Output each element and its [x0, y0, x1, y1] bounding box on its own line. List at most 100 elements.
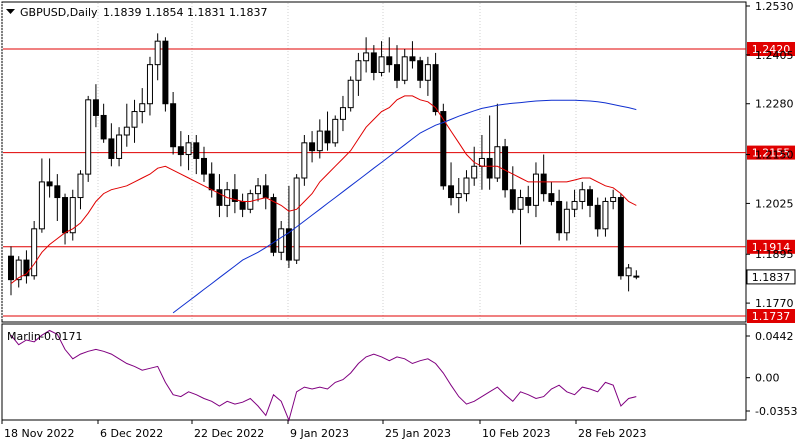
- candle-body: [409, 56, 416, 62]
- candle-body: [347, 79, 354, 109]
- candle-body: [38, 181, 45, 230]
- candle-body: [31, 228, 38, 277]
- symbol-label: GBPUSD,Daily: [20, 6, 98, 19]
- candle-body: [540, 173, 547, 195]
- candle-body: [208, 173, 215, 191]
- candle-body: [316, 130, 323, 152]
- candle-body: [239, 200, 246, 210]
- candle-body: [378, 56, 385, 73]
- candle-body: [386, 56, 393, 66]
- oscillator-tick-label: 0.00: [755, 372, 780, 385]
- candle-body: [486, 157, 493, 179]
- level-price-label: 1.2420: [752, 43, 791, 56]
- candle-body: [610, 197, 617, 202]
- candle-body: [432, 64, 439, 113]
- candle-body: [594, 204, 601, 230]
- candle-body: [332, 118, 339, 144]
- candle-body: [355, 60, 362, 81]
- candle-body: [162, 40, 169, 105]
- time-tick-label: 22 Dec 2022: [194, 427, 264, 440]
- candle-body: [293, 177, 300, 261]
- fast-moving-average-line: [10, 95, 637, 284]
- candle-body: [532, 173, 539, 206]
- level-price-label: 1.1737: [752, 310, 791, 323]
- candle-body: [502, 146, 509, 191]
- oscillator-tick-label: 0.0442: [755, 330, 794, 343]
- ohlc-values: 1.1839 1.1854 1.1831 1.1837: [103, 6, 267, 19]
- candle-body: [548, 193, 555, 202]
- candle-body: [509, 189, 516, 210]
- candle-body: [424, 64, 431, 81]
- time-tick-label: 28 Feb 2023: [578, 427, 646, 440]
- candle-body: [324, 130, 331, 144]
- current-price-label: 1.1837: [752, 271, 791, 284]
- level-price-label: 1.2155: [752, 147, 791, 160]
- candle-body: [556, 200, 563, 234]
- indicator-name: Marlin: [7, 330, 41, 343]
- indicator-pane[interactable]: [1, 323, 747, 421]
- candle-body: [100, 114, 107, 140]
- candle-body: [494, 146, 501, 179]
- level-price-tag: [747, 42, 795, 57]
- candle-body: [46, 181, 53, 187]
- price-tick-label: 1.2025: [755, 197, 794, 210]
- candle-body: [185, 142, 192, 156]
- candle-body: [363, 52, 370, 62]
- candle-body: [448, 185, 455, 199]
- time-axis: 18 Nov 2022 6 Dec 2022 22 Dec 2022 9 Jan 20…: [1, 420, 646, 440]
- candle-body: [417, 60, 424, 81]
- candle-body: [62, 197, 69, 234]
- candle-body: [123, 126, 130, 136]
- candle-body: [8, 255, 14, 281]
- candle-body: [77, 173, 84, 199]
- candle-body: [370, 52, 377, 73]
- candle-body: [177, 146, 184, 156]
- level-price-label: 1.1914: [752, 241, 791, 254]
- candle-body: [139, 103, 146, 113]
- candle-body: [23, 259, 30, 277]
- candle-body: [146, 64, 153, 105]
- candle-body: [231, 189, 238, 202]
- level-price-tag: [747, 309, 795, 323]
- candle-body: [92, 99, 99, 116]
- candle-body: [270, 197, 277, 253]
- price-tick-label: 1.2150: [755, 149, 794, 162]
- candle-body: [401, 56, 408, 81]
- time-tick-label: 25 Jan 2023: [385, 427, 451, 440]
- candle-body: [15, 259, 22, 281]
- candle-body: [471, 165, 478, 179]
- time-tick-label: 10 Feb 2023: [482, 427, 550, 440]
- candle-body: [440, 111, 447, 187]
- level-price-tag: [747, 239, 795, 254]
- candle-body: [278, 228, 285, 253]
- horizontal-levels[interactable]: 1.2420 1.2155 1.1914 1.1737: [3, 42, 795, 323]
- price-tick-label: 1.1770: [755, 297, 794, 310]
- candle-body: [255, 185, 262, 195]
- candle-body: [201, 157, 207, 175]
- candle-body: [309, 142, 316, 152]
- level-price-tag: [747, 145, 795, 160]
- oscillator-line: [10, 329, 637, 422]
- slow-moving-average-line: [172, 99, 637, 314]
- time-tick-label: 18 Nov 2022: [4, 427, 74, 440]
- candle-body: [54, 185, 61, 199]
- candle-body: [602, 200, 609, 230]
- price-tick-label: 1.1895: [755, 248, 794, 261]
- oscillator-axis: 0.0442 0.00 -0.0353: [746, 330, 797, 418]
- indicator-value: -0.0171: [40, 330, 82, 343]
- candle-body: [455, 193, 462, 199]
- current-price-tag: [746, 269, 796, 285]
- candle-body: [617, 197, 624, 277]
- candle-body: [108, 138, 115, 159]
- oscillator-tick-label: -0.0353: [755, 405, 797, 418]
- candle-body: [69, 197, 76, 234]
- candle-body: [563, 208, 570, 234]
- dropdown-arrow-icon[interactable]: [6, 9, 15, 14]
- candle-body: [463, 177, 470, 195]
- time-tick-label: 6 Dec 2022: [100, 427, 163, 440]
- candle-body: [571, 200, 578, 210]
- candle-body: [525, 197, 532, 206]
- candle-body: [193, 142, 200, 159]
